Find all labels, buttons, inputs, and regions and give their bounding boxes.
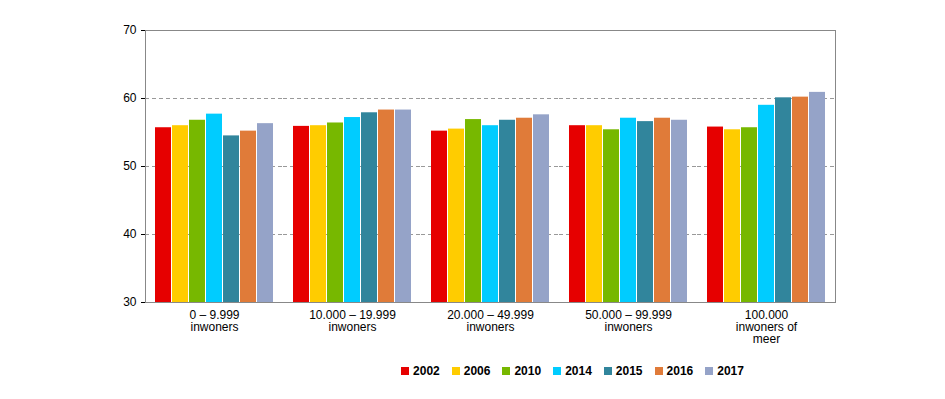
html-text:2014: 2014: [565, 364, 592, 378]
svg-text:60: 60: [123, 91, 137, 105]
html-text:2016: 2016: [666, 364, 694, 378]
html-text:2015: 2015: [615, 364, 643, 378]
html-text:2017: 2017: [717, 364, 744, 378]
svg-text:30: 30: [123, 295, 137, 309]
html-text:2006: 2006: [463, 364, 491, 378]
svg-text:50: 50: [123, 159, 137, 173]
svg-text:20.000 – 49.999inwoners: 20.000 – 49.999inwoners: [447, 308, 534, 334]
svg-text:0 – 9.999inwoners: 0 – 9.999inwoners: [189, 308, 239, 334]
svg-text:70: 70: [123, 23, 137, 37]
svg-text:40: 40: [123, 227, 137, 241]
html-text:2010: 2010: [514, 364, 542, 378]
svg-text:50.000 – 99.999inwoners: 50.000 – 99.999inwoners: [585, 308, 672, 334]
svg-text:100.000inwoners ofmeer: 100.000inwoners ofmeer: [736, 308, 798, 346]
html-text:2002: 2002: [413, 364, 440, 378]
svg-text:10.000 – 19.999inwoners: 10.000 – 19.999inwoners: [309, 308, 396, 334]
